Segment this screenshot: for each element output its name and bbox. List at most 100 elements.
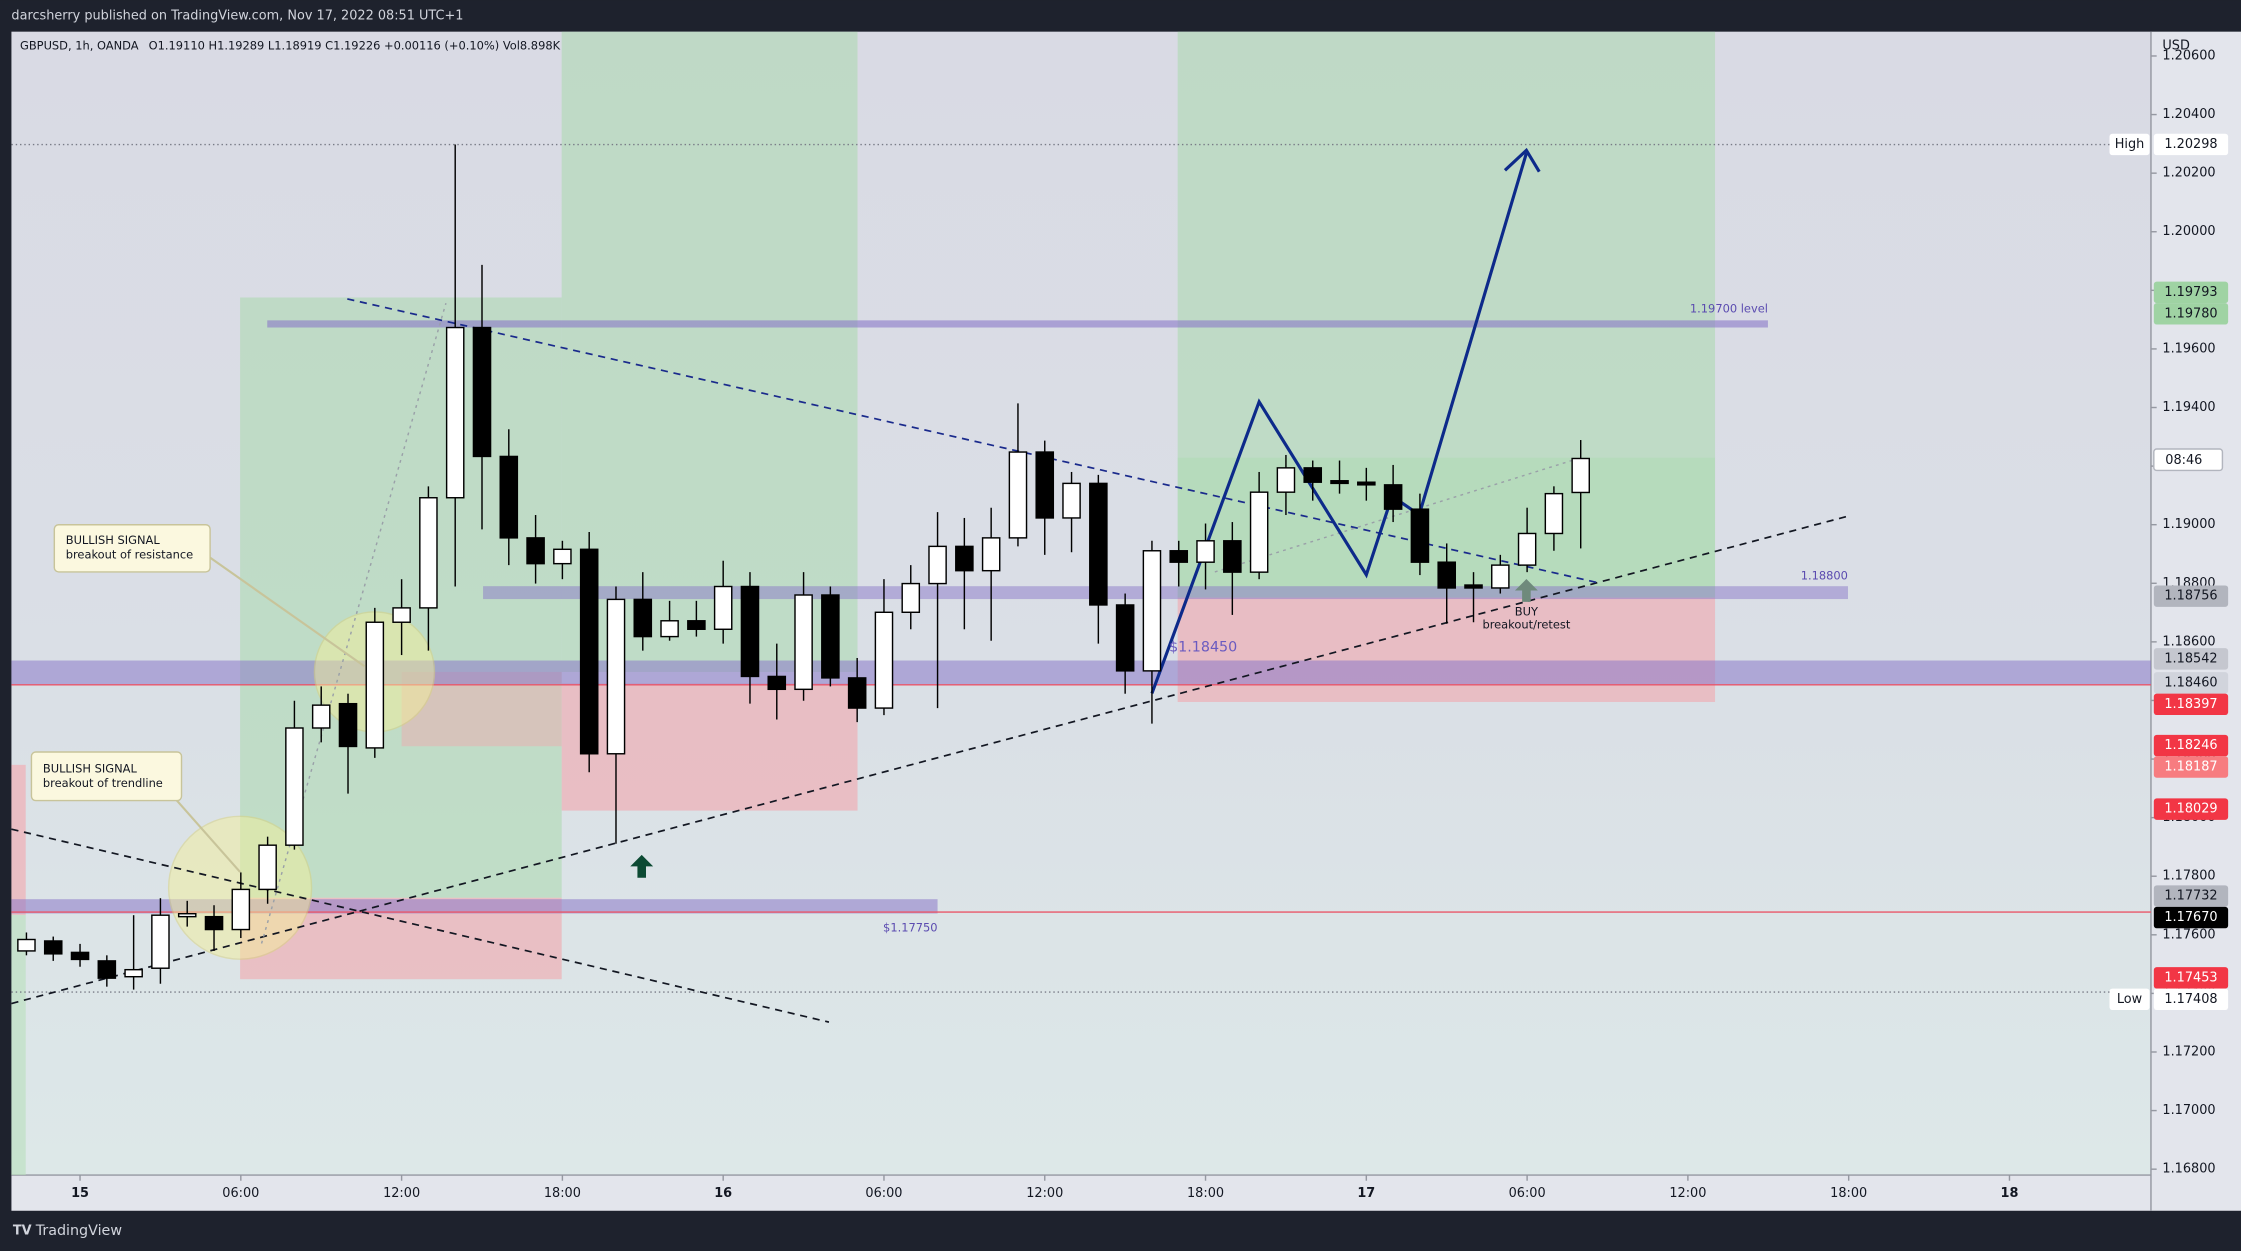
candle-body (1464, 584, 1483, 589)
candle-body (874, 611, 894, 709)
candle-body (17, 938, 36, 952)
publisher: darcsherry published on TradingView.com,… (11, 8, 463, 23)
callout-title: BULLISH SIGNAL (66, 533, 161, 547)
ohlc-legend: O1.19110 H1.19289 L1.18919 C1.19226 +0.0… (149, 38, 561, 52)
countdown-tag (2153, 448, 2224, 472)
callout (53, 524, 211, 573)
candle-body (445, 326, 465, 499)
trendline (11, 515, 1849, 1005)
candle-body (633, 598, 653, 638)
level-label: $1.18450 (1169, 640, 1237, 656)
x-tick-label: 18 (2001, 1186, 2019, 1201)
level-band (267, 320, 1768, 328)
candle-body (419, 497, 438, 609)
candle-body (43, 940, 63, 955)
candle-body (285, 727, 304, 846)
candle-body (97, 960, 117, 979)
extreme-tag-label: High (2115, 137, 2145, 152)
price-tag-label: 1.19780 (2164, 306, 2217, 321)
candle-body (1196, 540, 1215, 563)
candle-body (1544, 492, 1564, 535)
x-tick-label: 15 (71, 1186, 89, 1201)
candle-body (365, 621, 385, 749)
price-tag (2153, 734, 2229, 757)
x-tick-label: 16 (714, 1186, 732, 1201)
candle-body (1571, 457, 1590, 494)
symbol: GBPUSD, 1h, OANDA (20, 38, 139, 52)
candle-body (606, 598, 626, 755)
candle-body (177, 913, 197, 918)
price-tag (2153, 672, 2229, 694)
y-tick-label: 1.17600 (2162, 927, 2215, 942)
price-tag (2153, 988, 2229, 1011)
candle-body (1383, 484, 1403, 510)
candle-body (392, 607, 411, 623)
candle-body (740, 585, 760, 678)
price-tag (2153, 693, 2229, 716)
price-tag (2153, 885, 2229, 907)
extreme-tag (2109, 988, 2150, 1011)
zone (1177, 31, 1716, 458)
time-axis (11, 1175, 2151, 1211)
y-tick-label: 1.20200 (2162, 166, 2215, 181)
callout-text: breakout of resistance (66, 547, 193, 561)
price-tag-label: 1.18187 (2164, 760, 2217, 775)
price-tag-label: 1.17408 (2164, 992, 2217, 1007)
candle-body (794, 594, 813, 691)
x-tick-label: 06:00 (1509, 1186, 1546, 1201)
x-tick-label: 18:00 (544, 1186, 581, 1201)
price-tag (2153, 798, 2229, 820)
y-tick-label: 1.20400 (2162, 107, 2215, 122)
callout-title: BULLISH SIGNAL (43, 762, 138, 776)
callout-pointer (173, 797, 241, 873)
candle-body (928, 545, 947, 585)
y-tick-label: 1.17200 (2162, 1044, 2215, 1059)
candle-body (311, 704, 331, 729)
zone (11, 914, 26, 1176)
x-tick-label: 12:00 (1026, 1186, 1063, 1201)
price-tag (2153, 906, 2229, 929)
candle-body (553, 548, 572, 565)
candle-body (660, 620, 679, 638)
candle-body (526, 537, 545, 565)
candle-body (1062, 482, 1081, 519)
candle-body (1142, 550, 1162, 672)
brand: TradingView (35, 1223, 123, 1239)
y-tick-label: 1.17800 (2162, 869, 2215, 884)
x-tick-label: 17 (1357, 1186, 1375, 1201)
y-tick-label: 1.19600 (2162, 341, 2215, 356)
price-tag-label: 1.18029 (2164, 802, 2217, 817)
x-tick-label: 06:00 (865, 1186, 902, 1201)
candle-body (472, 326, 492, 458)
y-tick-label: 1.16800 (2162, 1162, 2215, 1177)
y-tick-label: 1.18600 (2162, 634, 2215, 649)
candle-body (713, 585, 733, 630)
level-label: $1.17750 (883, 920, 938, 934)
x-tick-label: 12:00 (383, 1186, 420, 1201)
candle-body (687, 620, 706, 630)
level-label: 1.18800 (1801, 569, 1848, 583)
extreme-tag-label: Low (2117, 992, 2142, 1007)
price-tag-label: 1.19793 (2164, 285, 2217, 300)
candle-body (821, 594, 840, 679)
callout-pointer (209, 556, 366, 668)
price-tag-label: 1.18246 (2164, 738, 2217, 753)
price-tag-label: 1.18460 (2164, 675, 2217, 690)
buy-label: breakout/retest (1482, 617, 1570, 631)
candle-body (901, 582, 921, 613)
candle-body (1035, 451, 1055, 519)
candle-body (1089, 482, 1108, 606)
price-tag (2153, 303, 2229, 325)
price-tag-label: 1.17670 (2164, 910, 2217, 925)
candle-body (579, 548, 599, 755)
candle-body (1115, 604, 1135, 672)
candle-body (1276, 467, 1296, 493)
candle-body (847, 677, 867, 709)
up-arrow (1514, 579, 1538, 602)
candle-body (767, 675, 787, 691)
level-band (483, 586, 1848, 600)
candle-body (124, 968, 143, 978)
candle-body (1008, 451, 1028, 539)
price-tag (2153, 281, 2229, 304)
price-tag (2153, 133, 2229, 156)
